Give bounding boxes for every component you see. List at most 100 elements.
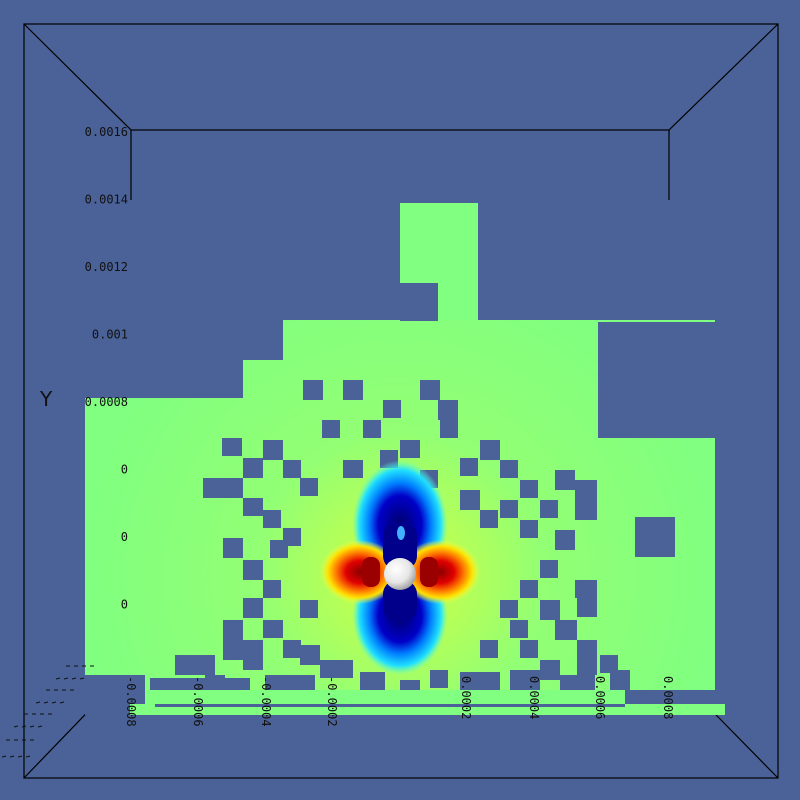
mesh-gap: [85, 360, 243, 398]
mesh-gap: [555, 530, 575, 550]
z-tick-mark: [63, 677, 69, 680]
mesh-gap: [155, 704, 625, 707]
mesh-gap: [478, 200, 715, 320]
mesh-gap: [520, 480, 538, 498]
mesh-gap: [263, 580, 281, 598]
mesh-gap: [575, 480, 597, 520]
mesh-gap: [335, 660, 353, 678]
mesh-gap: [600, 655, 618, 673]
mesh-gap: [263, 510, 281, 528]
mesh-gap: [555, 470, 575, 490]
mesh-gap: [343, 460, 363, 478]
field-highlight: [397, 526, 405, 540]
x-tick-label: -0.0004: [259, 676, 273, 727]
mesh-gap: [577, 640, 597, 675]
mesh-gap: [85, 320, 283, 360]
z-tick-mark: [21, 725, 27, 728]
mesh-gap: [303, 380, 323, 400]
mesh-gap: [500, 600, 518, 618]
mesh-gap: [400, 680, 420, 690]
mesh-gap: [270, 540, 288, 558]
y-tick-label: 0: [121, 598, 128, 612]
mesh-gap: [203, 478, 243, 498]
mesh-gap: [520, 580, 538, 598]
mesh-gap: [598, 322, 715, 438]
mesh-gap: [510, 620, 528, 638]
mesh-gap: [460, 490, 480, 510]
z-tick-mark: [29, 725, 35, 728]
mesh-gap: [243, 560, 263, 580]
mesh-gap: [400, 283, 438, 321]
positive-lobe-left: [320, 540, 400, 604]
mesh-gap: [540, 500, 558, 518]
z-tick-mark: [35, 701, 41, 704]
mesh-gap: [283, 640, 301, 658]
x-tick-label: 0.0004: [527, 676, 541, 719]
mesh-gap: [243, 458, 263, 478]
y-tick-label: 0: [121, 530, 128, 544]
mesh-gap: [480, 510, 498, 528]
mesh-gap: [223, 620, 243, 660]
mesh-gap: [480, 440, 500, 460]
z-tick-mark: [55, 677, 61, 680]
mesh-gap: [560, 675, 595, 690]
y-axis-ticks: 0.0016 0.0014 0.0012 0.001 0.0008 0 0 0: [85, 125, 128, 612]
mesh-gap: [243, 640, 263, 670]
mesh-gap: [300, 645, 320, 665]
y-tick-label: 0.0014: [85, 193, 128, 207]
x-tick-label: -0.0002: [325, 676, 339, 727]
negative-core-bottom: [383, 580, 417, 622]
sphere-icon: [384, 558, 416, 590]
mesh-gap: [500, 500, 518, 518]
mesh-gap: [300, 600, 318, 618]
x-tick-label: 0.0002: [459, 676, 473, 719]
y-tick-label: 0.001: [92, 328, 128, 342]
mesh-gap: [520, 640, 538, 658]
mesh-gap: [575, 580, 597, 598]
z-tick-mark: [1, 755, 7, 758]
positive-lobe-right: [400, 540, 480, 604]
mesh-gap: [460, 672, 500, 690]
positive-core-right: [420, 557, 438, 587]
mesh-gap: [180, 655, 205, 675]
mesh-gap: [85, 687, 130, 702]
mesh-gap: [540, 600, 560, 620]
y-tick-label: 0.0016: [85, 125, 128, 139]
mesh-gap: [500, 460, 518, 478]
mesh-strip: [145, 690, 625, 707]
z-tick-mark: [71, 677, 77, 680]
y-axis-title: Y: [39, 387, 53, 411]
mesh-gap: [320, 660, 338, 678]
mesh-gap: [420, 380, 440, 400]
mesh-gap: [383, 400, 401, 418]
x-tick-label: -0.0006: [191, 676, 205, 727]
x-tick-label: -0.0008: [124, 676, 138, 727]
mesh-gap: [480, 640, 498, 658]
z-tick-mark: [59, 701, 65, 704]
mesh-gap: [243, 498, 263, 516]
mesh-gap: [520, 520, 538, 538]
mesh-strip: [130, 704, 725, 715]
mesh-gap: [85, 200, 400, 320]
y-tick-label: 0: [121, 463, 128, 477]
z-tick-mark: [13, 725, 19, 728]
mesh-gap: [322, 420, 340, 438]
mesh-gap: [222, 438, 242, 456]
z-tick-mark: [9, 755, 15, 758]
mesh-gap: [460, 458, 478, 476]
x-axis-ticks: -0.0008 -0.0006 -0.0004 -0.0002 0.0002 0.0004…: [124, 676, 675, 727]
x-tick-label: 0.0008: [661, 676, 675, 719]
z-tick-mark: [37, 725, 43, 728]
negative-core-top: [383, 522, 417, 570]
mesh-gap: [283, 460, 301, 478]
z-tick-mark: [51, 701, 57, 704]
mesh-gap: [243, 598, 263, 618]
mesh-gap: [440, 420, 458, 438]
mesh-gap: [265, 675, 315, 690]
mesh-gap: [223, 538, 243, 558]
z-tick-mark: [17, 755, 23, 758]
mesh-gap: [540, 660, 560, 680]
z-axis-ticks: [1, 665, 94, 758]
